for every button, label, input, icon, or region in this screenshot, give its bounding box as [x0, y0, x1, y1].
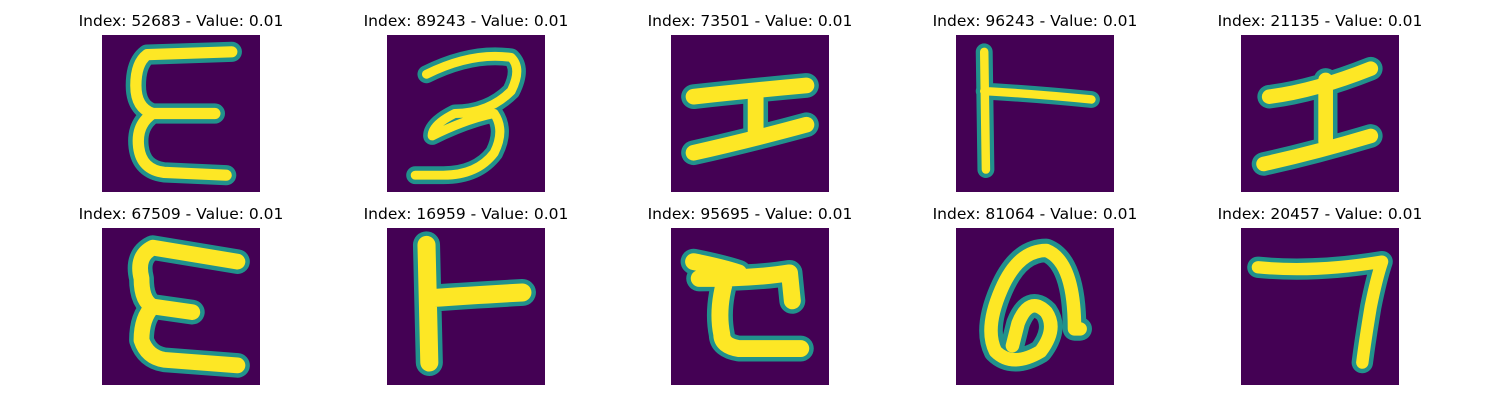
panel-title: Index: 20457 - Value: 0.01: [1217, 205, 1423, 223]
panel-title: Index: 16959 - Value: 0.01: [363, 205, 569, 223]
panel-title: Index: 89243 - Value: 0.01: [363, 12, 569, 30]
digit-image: [102, 35, 260, 192]
digit-image: [671, 35, 829, 192]
panel-title: Index: 21135 - Value: 0.01: [1217, 12, 1423, 30]
digit-image: [1241, 228, 1399, 385]
digit-image: [956, 228, 1114, 385]
digit-image: [956, 35, 1114, 192]
panel-title: Index: 67509 - Value: 0.01: [78, 205, 284, 223]
digit-image: [387, 35, 545, 192]
digit-image: [671, 228, 829, 385]
panel-title: Index: 73501 - Value: 0.01: [647, 12, 853, 30]
panel-title: Index: 96243 - Value: 0.01: [932, 12, 1138, 30]
digit-image: [102, 228, 260, 385]
digit-image: [1241, 35, 1399, 192]
panel-title: Index: 81064 - Value: 0.01: [932, 205, 1138, 223]
digit-image: [387, 228, 545, 385]
panel-title: Index: 95695 - Value: 0.01: [647, 205, 853, 223]
panel-title: Index: 52683 - Value: 0.01: [78, 12, 284, 30]
